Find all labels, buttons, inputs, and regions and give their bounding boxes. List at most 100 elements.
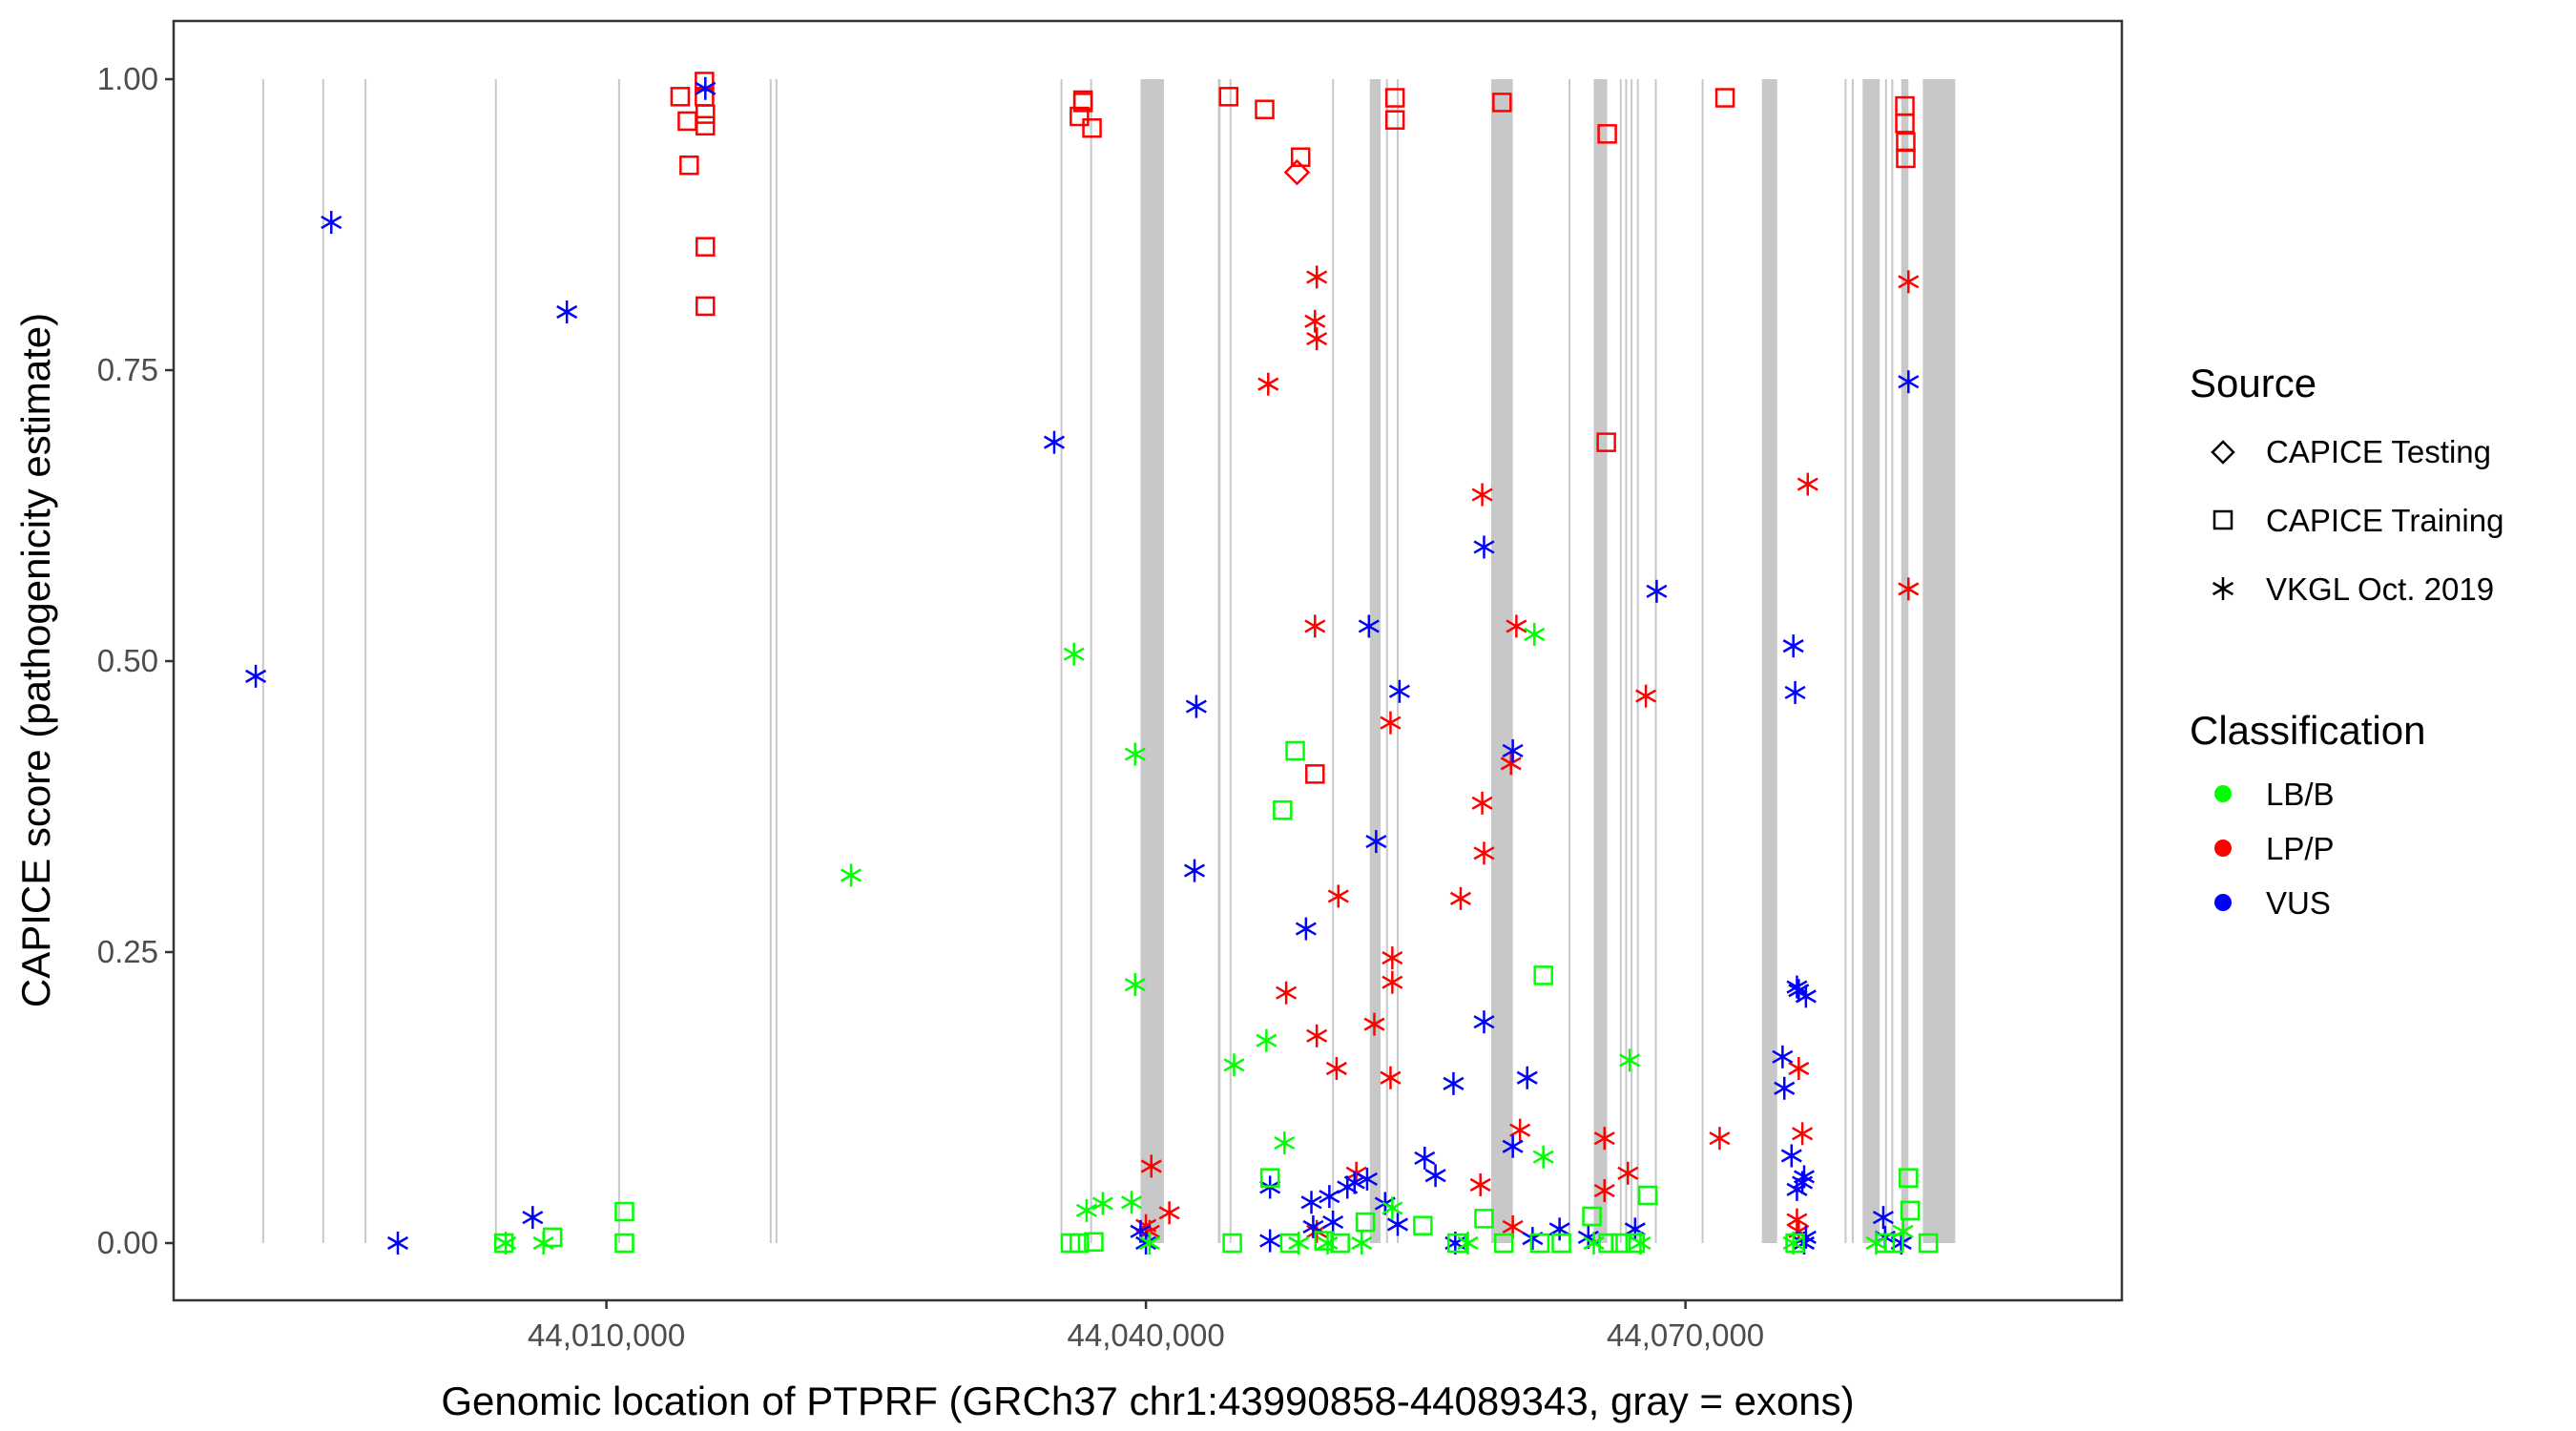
- point-vkgl: [1319, 1185, 1340, 1209]
- point-training: [1896, 148, 1916, 169]
- point-training: [1883, 1233, 1904, 1254]
- point-vkgl: [1414, 1146, 1436, 1170]
- point-vkgl: [1358, 614, 1380, 638]
- exon-band: [494, 79, 497, 1243]
- point-vkgl: [1356, 1167, 1378, 1191]
- point-training: [614, 1201, 634, 1222]
- exon-band: [1654, 79, 1657, 1243]
- legend-classification: Classification LB/B LP/P VUS: [2190, 708, 2425, 921]
- point-training: [1900, 1200, 1921, 1221]
- point-training: [1330, 1233, 1350, 1254]
- legend-label-lbb: LB/B: [2266, 777, 2335, 812]
- point-training: [696, 104, 716, 124]
- y-tick-label: 0.00: [97, 1225, 158, 1260]
- point-vkgl: [1124, 973, 1146, 997]
- point-vkgl: [1185, 695, 1207, 718]
- point-vkgl: [1898, 270, 1920, 294]
- point-vkgl: [1380, 1066, 1402, 1089]
- point-vkgl: [1788, 1057, 1810, 1080]
- point-training: [670, 87, 691, 107]
- y-tick-label: 0.75: [97, 352, 158, 387]
- exon-band: [1844, 79, 1847, 1243]
- point-vkgl: [1502, 1134, 1524, 1158]
- point-vkgl: [1532, 1145, 1554, 1169]
- point-training: [1596, 432, 1616, 452]
- point-training: [1529, 1233, 1550, 1254]
- point-training: [614, 1233, 634, 1254]
- point-vkgl: [1380, 711, 1402, 735]
- point-vkgl: [1276, 981, 1298, 1005]
- point-training: [696, 296, 716, 317]
- point-vkgl: [1306, 265, 1328, 289]
- point-vkgl: [1158, 1201, 1180, 1225]
- point-vkgl: [1063, 642, 1085, 666]
- exon-band: [1901, 79, 1909, 1243]
- legend-item-vus: VUS: [2214, 885, 2331, 921]
- exon-band: [1140, 79, 1164, 1243]
- point-vkgl: [1075, 1198, 1097, 1222]
- exon-band: [1568, 79, 1571, 1243]
- exon-band: [1862, 79, 1880, 1243]
- point-vkgl: [1635, 684, 1657, 708]
- point-training: [542, 1227, 563, 1248]
- point-vkgl: [1259, 1229, 1281, 1253]
- point-vkgl: [1183, 859, 1206, 882]
- point-vkgl: [321, 211, 343, 235]
- point-training: [1493, 1233, 1514, 1254]
- exon-band: [1636, 79, 1639, 1243]
- point-training: [1082, 117, 1102, 138]
- point-vkgl: [1898, 577, 1920, 601]
- exon-band: [1385, 79, 1388, 1243]
- exon-band: [1891, 79, 1894, 1243]
- point-training: [1625, 1233, 1646, 1254]
- point-training: [696, 115, 716, 136]
- exon-band: [617, 79, 620, 1243]
- exon-band: [364, 79, 367, 1243]
- point-vkgl: [1709, 1127, 1731, 1151]
- point-vkgl: [1381, 1196, 1403, 1220]
- point-vkgl: [1524, 622, 1546, 646]
- point-vkgl: [1424, 1164, 1446, 1188]
- point-vkgl: [1780, 1144, 1802, 1168]
- point-training: [1259, 1168, 1280, 1188]
- point-training: [1918, 1233, 1939, 1254]
- exon-band: [1491, 79, 1513, 1243]
- point-training: [1355, 1212, 1376, 1233]
- point-vkgl: [1343, 1171, 1365, 1194]
- point-training: [1285, 740, 1305, 761]
- exon-band: [1060, 79, 1063, 1243]
- y-axis: 0.00 0.25 0.50 0.75 1.00: [97, 61, 174, 1260]
- point-training: [1384, 88, 1405, 108]
- point-vkgl: [1473, 1010, 1495, 1034]
- point-vkgl: [1140, 1154, 1162, 1178]
- point-training: [1598, 1233, 1618, 1254]
- legend-item-vkgl: VKGL Oct. 2019: [2212, 571, 2494, 607]
- exon-band: [1090, 79, 1092, 1243]
- point-vkgl: [1471, 483, 1493, 507]
- point-vkgl: [1322, 1211, 1344, 1234]
- point-training: [1273, 799, 1293, 820]
- point-training: [1446, 1233, 1467, 1254]
- point-vkgl: [1304, 614, 1326, 638]
- dot-icon-lbb: [2214, 785, 2232, 802]
- legend-item-lpp: LP/P: [2214, 831, 2335, 866]
- point-vkgl: [245, 664, 267, 688]
- exon-band: [769, 79, 772, 1243]
- legend-label-lpp: LP/P: [2266, 831, 2335, 866]
- point-vkgl: [1792, 1122, 1814, 1146]
- exon-band: [1397, 79, 1400, 1243]
- y-tick-label: 0.50: [97, 643, 158, 678]
- point-vkgl: [386, 1232, 408, 1255]
- point-vkgl: [1772, 1045, 1794, 1068]
- point-vkgl: [1138, 1232, 1160, 1255]
- point-vkgl: [1381, 970, 1403, 994]
- point-vkgl: [1548, 1217, 1570, 1241]
- x-axis: 44,010,000 44,040,000 44,070,000: [528, 1300, 1764, 1353]
- point-training: [1084, 1232, 1104, 1253]
- point-training: [696, 237, 716, 257]
- exon-band: [1369, 79, 1381, 1243]
- point-vkgl: [1774, 1076, 1796, 1100]
- point-vkgl: [1386, 1213, 1409, 1236]
- point-vkgl: [1619, 1048, 1641, 1072]
